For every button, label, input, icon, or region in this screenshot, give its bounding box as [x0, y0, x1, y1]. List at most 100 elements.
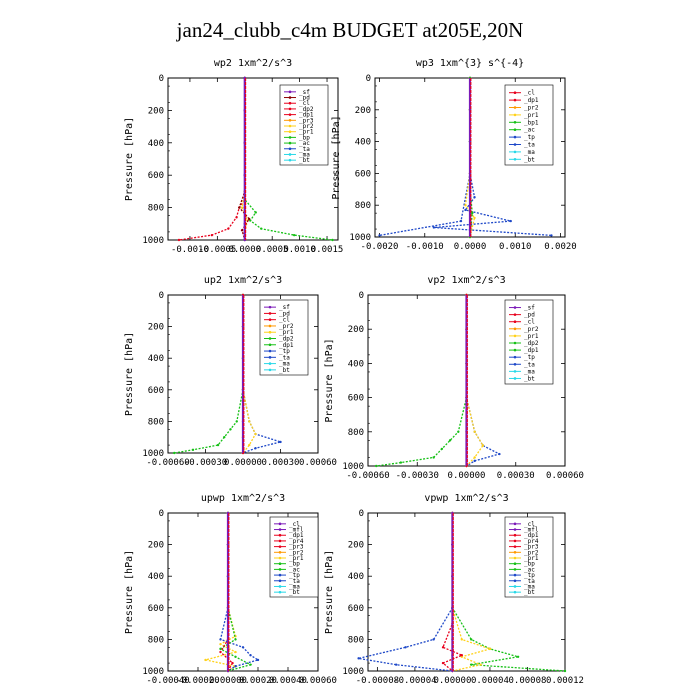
legend-marker — [278, 551, 282, 554]
y-tick-label: 0 — [159, 74, 164, 84]
series-point — [254, 211, 257, 214]
legend-label: _pd — [279, 310, 290, 317]
y-tick-label: 1000 — [142, 449, 164, 459]
series-point — [440, 447, 444, 451]
series-point — [481, 444, 485, 447]
legend-label: _dp2 — [524, 340, 539, 347]
y-axis-label: Pressure [hPa] — [324, 550, 335, 634]
legend-label: _dp1 — [279, 342, 294, 349]
series-point — [204, 658, 207, 662]
legend-label: _tp — [289, 572, 300, 579]
legend-label: _pr2 — [524, 326, 539, 333]
series-point — [234, 638, 237, 641]
legend-label: _mfl — [524, 527, 539, 534]
legend-marker — [513, 585, 517, 588]
legend-marker — [268, 362, 272, 365]
series-point — [457, 430, 460, 433]
legend-marker — [513, 568, 517, 571]
legend-marker — [268, 305, 272, 309]
legend-marker — [268, 330, 272, 334]
chart-panel-6: vpwp 1xm^2/s^3 Pressure [hPa] 0 200 400 600 80… — [324, 493, 584, 686]
legend-label: _pr3 — [299, 117, 314, 124]
series-point — [375, 464, 378, 468]
series-point — [235, 420, 238, 423]
x-tick-label: 0.00060 — [546, 471, 584, 481]
y-tick-label: 1000 — [342, 462, 364, 472]
x-tick-label: 0.00004 — [471, 676, 509, 686]
panel-title: upwp 1xm^2/s^3 — [201, 493, 285, 504]
legend-marker — [288, 124, 292, 128]
legend-marker — [288, 158, 292, 162]
series-point — [223, 436, 226, 439]
legend-marker — [278, 590, 282, 594]
legend-label: _pr1 — [524, 555, 539, 562]
x-tick-label: 0.00060 — [299, 458, 337, 468]
series-point — [260, 227, 263, 230]
legend-label: _ma — [524, 583, 535, 590]
series-point — [249, 654, 252, 657]
y-axis-label: Pressure [hPa] — [124, 117, 135, 201]
series-point — [464, 208, 467, 212]
y-tick-label: 800 — [348, 428, 364, 438]
legend-marker — [278, 568, 282, 571]
legend-label: _tp — [524, 134, 535, 141]
legend-marker — [513, 573, 517, 577]
legend-label: _ta — [524, 361, 535, 368]
series-point — [234, 655, 237, 658]
legend-marker — [513, 362, 517, 366]
legend-marker — [278, 579, 282, 583]
chart-panel-3: up2 1xm^2/s^3 Pressure [hPa] 0 200 400 600 800… — [124, 275, 337, 468]
y-tick-label: 1000 — [142, 667, 164, 677]
legend-label: _sf — [524, 305, 535, 312]
legend-label: _bp — [299, 134, 310, 141]
y-tick-label: 800 — [148, 417, 164, 427]
legend-marker — [513, 98, 517, 102]
x-tick-label: 0.00000 — [209, 676, 247, 686]
legend-label: _cl — [289, 521, 300, 528]
series-point — [432, 638, 435, 641]
x-tick-label: 0.00040 — [269, 676, 307, 686]
legend-marker — [278, 539, 282, 543]
y-tick-label: 1000 — [349, 233, 371, 243]
legend-label: _pr1 — [524, 112, 539, 119]
series-point — [516, 655, 520, 658]
legend-label: _pr1 — [279, 329, 294, 336]
legend-label: _dp1 — [289, 532, 304, 539]
y-tick-label: 200 — [355, 106, 371, 116]
x-tick-label: 0.00030 — [497, 471, 535, 481]
legend-label: _ta — [524, 142, 535, 149]
legend-label: _cl — [279, 317, 290, 324]
series-line-pr1 — [451, 513, 493, 672]
legend-label: _ac — [289, 566, 300, 573]
legend-marker — [513, 562, 517, 565]
legend-marker — [513, 150, 517, 154]
y-tick-label: 0 — [359, 509, 364, 519]
y-tick-label: 400 — [148, 354, 164, 364]
legend-label: _cl — [524, 521, 535, 528]
series-point — [249, 663, 252, 666]
plot-frame — [367, 512, 566, 672]
legend-marker — [288, 119, 292, 122]
y-tick-label: 400 — [148, 572, 164, 582]
series-point — [177, 238, 181, 242]
legend-marker — [513, 533, 517, 537]
legend-marker — [288, 130, 292, 133]
y-tick-label: 600 — [148, 386, 164, 396]
legend-label: _pr1 — [524, 333, 539, 340]
series-point — [219, 650, 222, 654]
y-tick-label: 600 — [148, 604, 164, 614]
series-point — [229, 428, 232, 431]
x-tick-label: 0.00012 — [546, 676, 584, 686]
legend-label: _pr4 — [289, 538, 304, 545]
panel-title: wp2 1xm^2/s^3 — [214, 58, 292, 69]
y-tick-label: 800 — [148, 635, 164, 645]
legend-label: _cl — [524, 90, 535, 97]
panel-title: vp2 1xm^2/s^3 — [427, 275, 505, 286]
x-tick-label: 0.00000 — [433, 676, 471, 686]
legend-marker — [268, 343, 272, 347]
legend-marker — [513, 545, 517, 548]
x-tick-label: 0.00008 — [509, 676, 547, 686]
legend-marker — [278, 545, 282, 548]
x-tick-label: 0.0000 — [229, 245, 262, 255]
